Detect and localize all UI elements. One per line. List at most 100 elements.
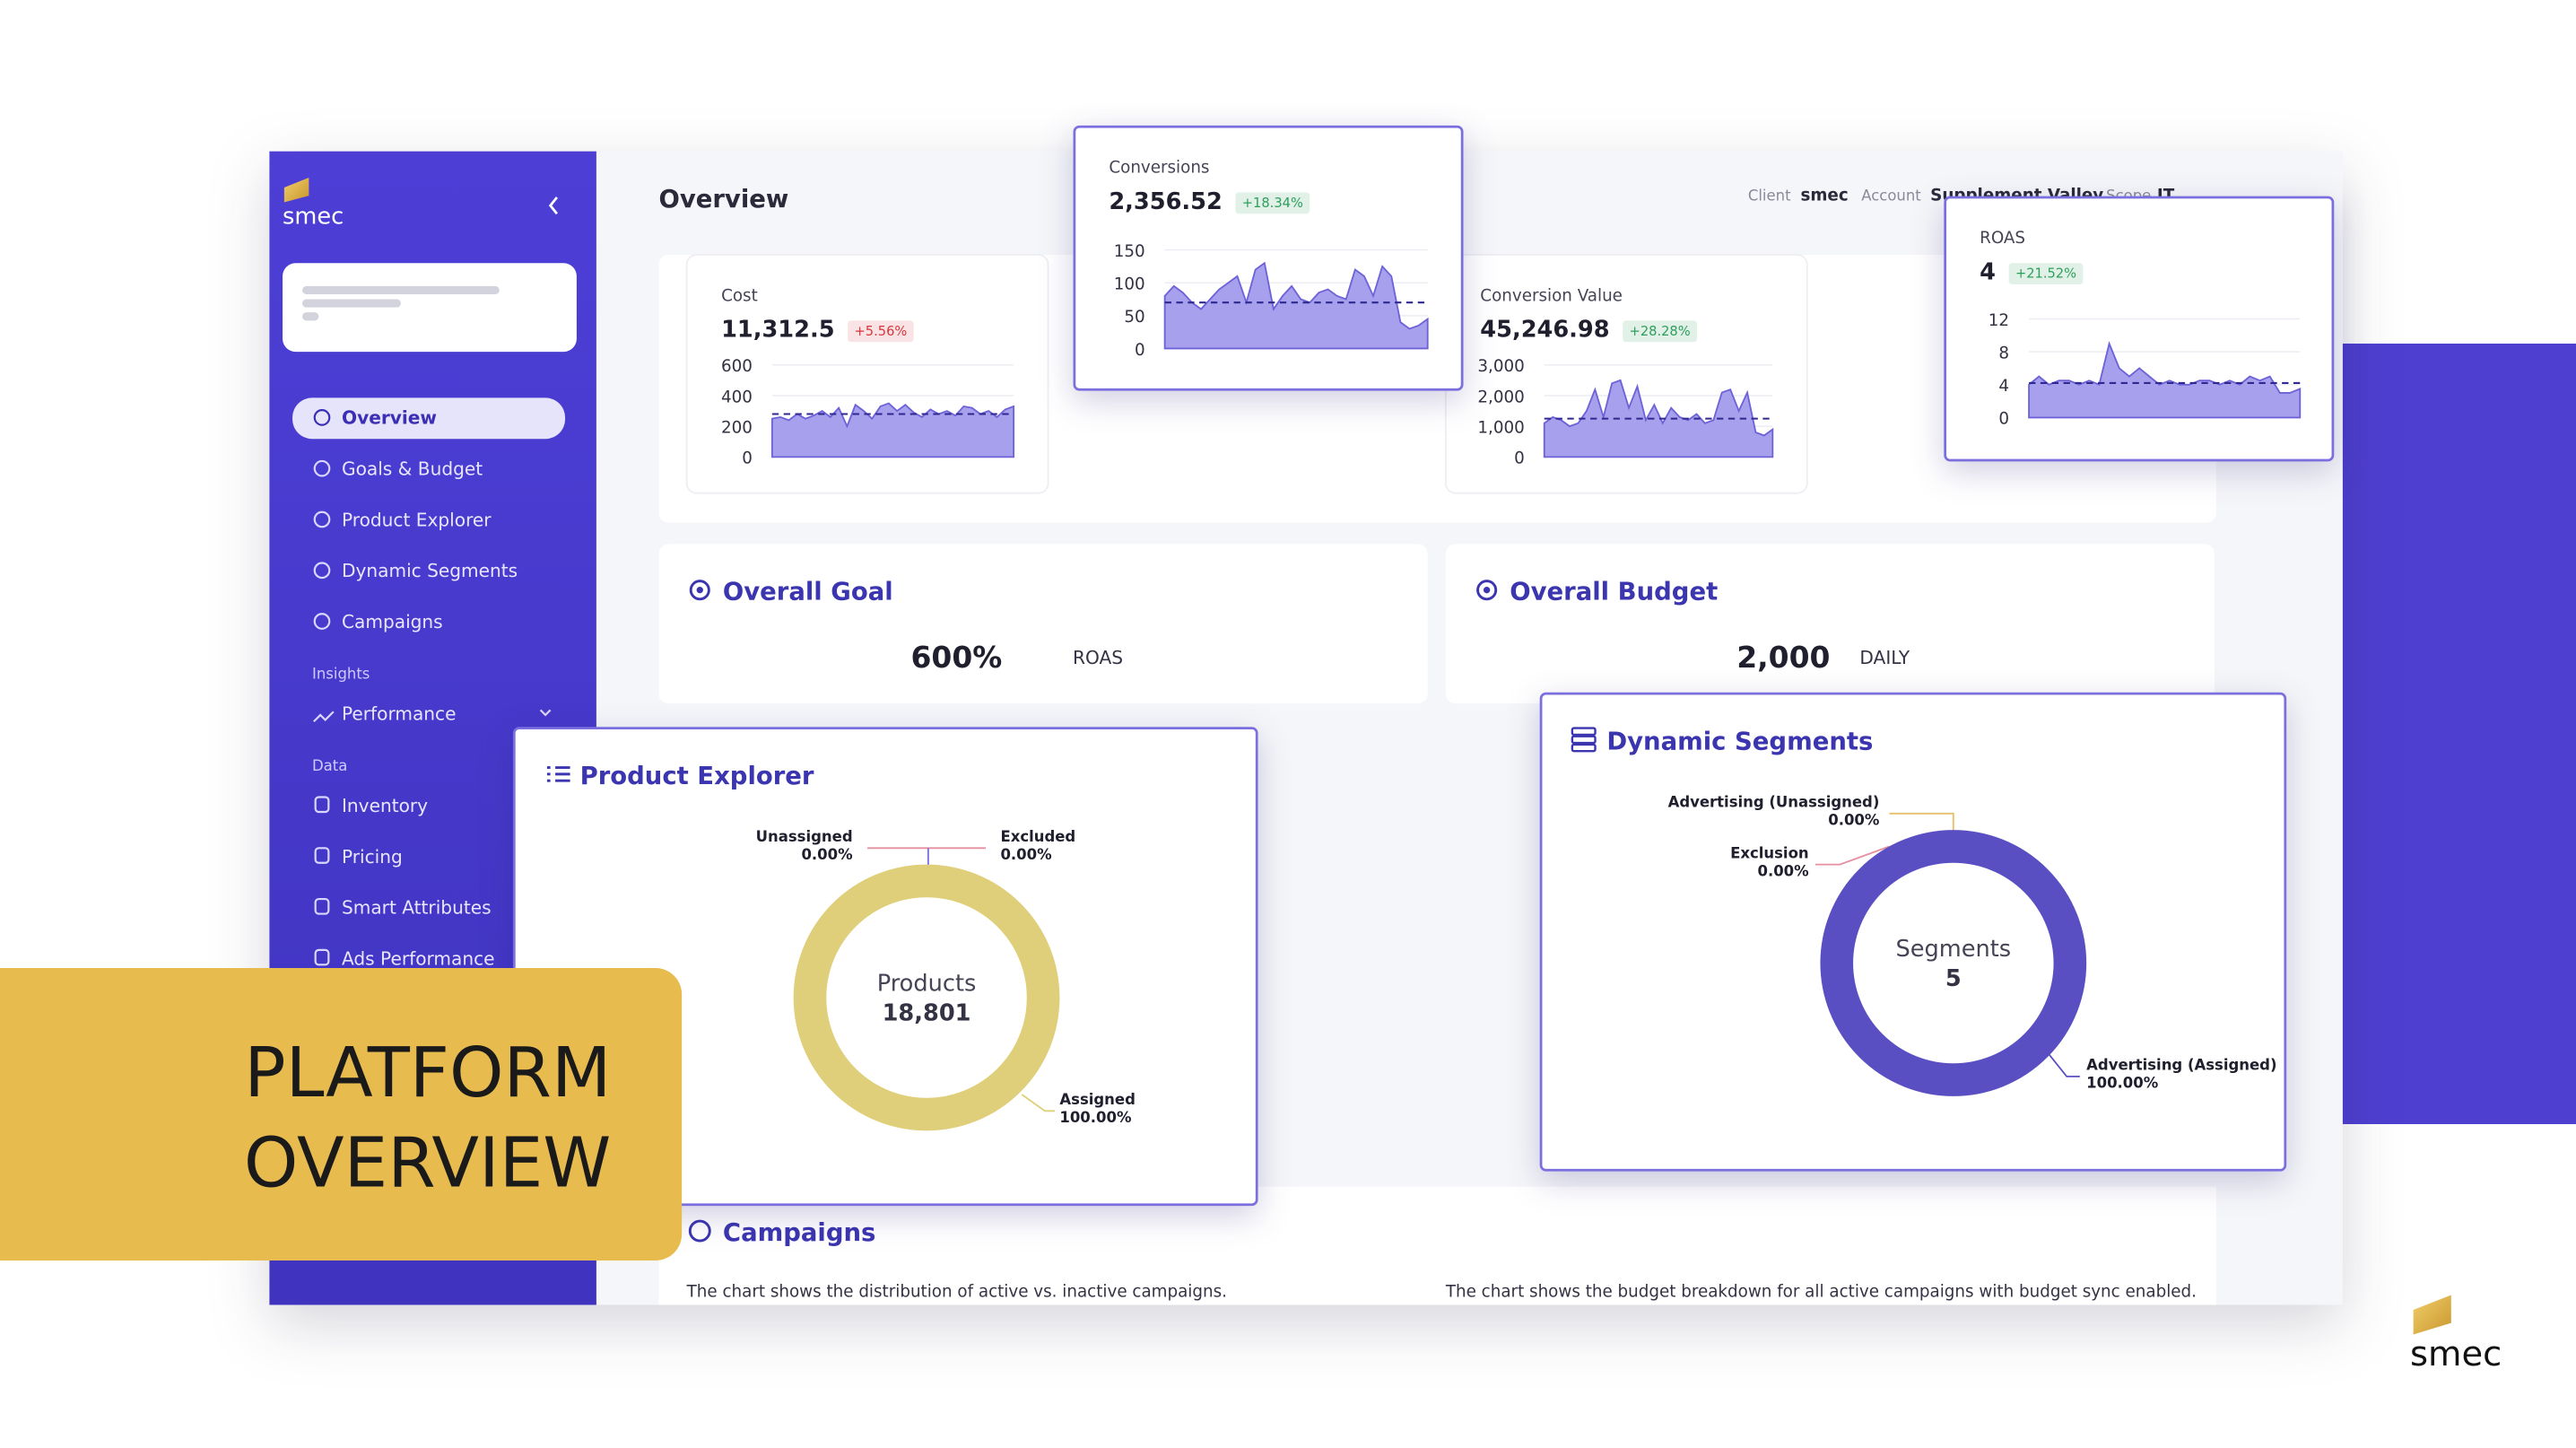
nav-item[interactable]: Goals & Budget — [342, 458, 483, 480]
sidebar-logo: smec — [283, 203, 344, 230]
sidebar-logo-mark — [283, 177, 309, 203]
banner-line: OVERVIEW — [244, 1124, 612, 1204]
nav-item[interactable]: Dynamic Segments — [342, 560, 518, 581]
nav-icon — [313, 510, 331, 528]
budget-title: Overall Budget — [1510, 579, 1718, 606]
banner-line: PLATFORM — [244, 1034, 611, 1113]
brand-mark — [2413, 1295, 2451, 1335]
donut-title: Product Explorer — [580, 763, 814, 790]
budget-unit: DAILY — [1859, 647, 1910, 668]
y-tick-label: 200 — [721, 418, 753, 437]
y-tick-label: 400 — [721, 388, 753, 406]
collapse-button[interactable] — [548, 196, 558, 215]
sparkline-area — [1543, 379, 1774, 458]
segment-name: Excluded — [1000, 828, 1075, 845]
header-account-label: Account — [1861, 188, 1921, 205]
nav-item[interactable]: Product Explorer — [342, 509, 492, 530]
sparkline-area — [770, 402, 1015, 458]
nav-item[interactable]: Pricing — [342, 846, 403, 868]
sparkline-area — [2028, 341, 2302, 419]
nav-icon — [314, 897, 330, 915]
nav-item[interactable]: Overview — [342, 407, 437, 429]
y-tick-label: 3,000 — [1477, 357, 1524, 376]
goal-value: 600% — [910, 640, 1002, 675]
y-tick-label: 1,000 — [1477, 418, 1524, 437]
metric-value: 11,312.5 — [721, 317, 834, 344]
nav-icon — [314, 796, 330, 814]
change-badge — [1623, 320, 1697, 343]
segment-value: 0.00% — [1000, 846, 1051, 863]
y-tick-label: 0 — [1998, 410, 2009, 429]
metric-value: 4 — [1980, 259, 1996, 286]
y-tick-label: 8 — [1998, 344, 2009, 362]
change-badge-text: +21.52% — [2015, 266, 2076, 282]
donut-center-label: Segments — [1895, 936, 2011, 963]
nav-icon — [313, 459, 331, 477]
y-tick-label: 150 — [1114, 242, 1145, 261]
nav-item[interactable]: Ads Performance — [342, 947, 495, 969]
y-tick-label: 0 — [1135, 341, 1145, 360]
card-icon — [1571, 727, 1597, 737]
page-title: Overview — [658, 186, 788, 214]
nav-item[interactable]: Smart Attributes — [342, 897, 492, 919]
campaigns-title: Campaigns — [723, 1219, 876, 1247]
change-badge-text: +5.56% — [855, 324, 908, 339]
segment-value: 0.00% — [1757, 862, 1808, 879]
goal-unit: ROAS — [1073, 647, 1123, 668]
metric-card: Conversion Value 45,246.98 +28.28% 0 1,000 2,… — [1444, 254, 1808, 494]
card-icon — [1476, 580, 1498, 601]
nav-icon — [313, 711, 335, 723]
segment-name: Unassigned — [756, 828, 853, 845]
card-icon — [1571, 743, 1597, 753]
leader-line — [1815, 845, 1890, 866]
sparkline-area — [1163, 261, 1429, 350]
change-badge — [848, 320, 914, 343]
nav-item[interactable]: Inventory — [342, 795, 428, 816]
metric-label: ROAS — [1980, 229, 2025, 248]
brand-logo: smec — [2410, 1334, 2502, 1374]
goal-title: Overall Goal — [723, 579, 893, 606]
segment-name: Exclusion — [1730, 844, 1809, 861]
card-icon — [696, 587, 703, 594]
metric-label: Cost — [721, 286, 758, 305]
donut-segment — [1820, 830, 2087, 1096]
card-icon — [1571, 735, 1597, 745]
change-badge — [2008, 263, 2084, 285]
segment-name: Advertising (Assigned) — [2086, 1057, 2276, 1074]
segment-value: 100.00% — [1059, 1109, 1131, 1126]
donut-center-value: 18,801 — [883, 1000, 971, 1027]
nav-icon — [313, 562, 331, 580]
card-bg — [512, 727, 1258, 1207]
donut-card: Dynamic Segments Advertising (Unassigned)… — [1539, 692, 2287, 1172]
blurred-text — [302, 285, 500, 295]
campaigns-right-text: The chart shows the budget breakdown for… — [1445, 1282, 2197, 1301]
y-tick-label: 12 — [1989, 311, 2009, 330]
nav-section-label: Data — [312, 757, 347, 774]
nav-icon — [314, 948, 330, 966]
segment-name: Assigned — [1059, 1091, 1135, 1108]
segment-value: 0.00% — [1828, 812, 1879, 829]
donut-center-value: 5 — [1945, 965, 1962, 992]
goal-card — [658, 544, 1428, 704]
nav-active-pill — [292, 397, 566, 440]
y-tick-label: 0 — [742, 449, 753, 468]
account-selector[interactable] — [283, 263, 577, 353]
donut-center-label: Products — [877, 971, 977, 998]
metric-card: Conversions 2,356.52 +18.34% 0 50 100 150 — [1073, 125, 1464, 391]
y-tick-label: 600 — [721, 357, 753, 376]
nav-expand — [539, 709, 552, 717]
nav-icon — [313, 613, 331, 630]
campaigns-card — [658, 1186, 2216, 1305]
y-tick-label: 50 — [1124, 308, 1144, 327]
leader-line — [2046, 1051, 2080, 1077]
metric-card: ROAS 4 +21.52% 0 4 8 12 — [1944, 196, 2335, 462]
header-client: smec — [1800, 187, 1848, 205]
budget-card — [1445, 544, 2215, 704]
card-icon — [689, 580, 710, 601]
nav-item[interactable]: Performance — [342, 702, 457, 724]
nav-item[interactable]: Campaigns — [342, 611, 443, 632]
change-badge-text: +28.28% — [1630, 324, 1691, 339]
